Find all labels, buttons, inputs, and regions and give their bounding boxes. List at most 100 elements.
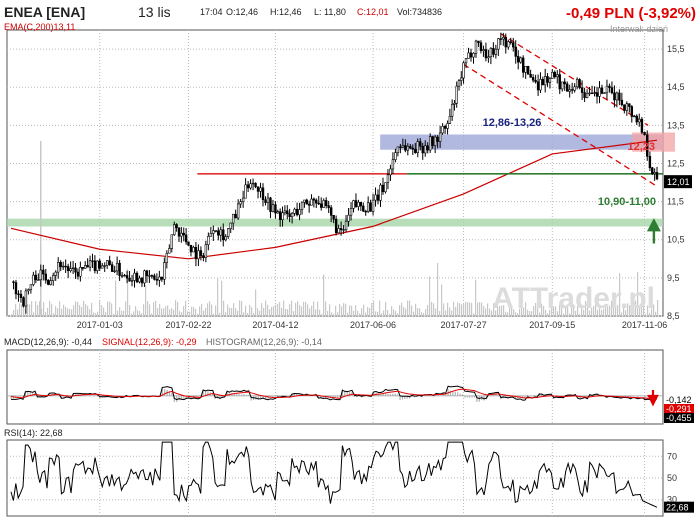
macd-histogram-bar <box>272 395 274 398</box>
macd-histogram-bar <box>493 394 495 396</box>
candle-body <box>605 85 609 94</box>
x-tick-label-0: 2017-01-03 <box>77 320 123 330</box>
volume-bar <box>507 312 509 316</box>
volume-bar <box>449 307 451 316</box>
candle-body <box>170 234 173 249</box>
candle-body <box>103 265 106 267</box>
macd-histogram-bar <box>10 395 12 399</box>
candle-body <box>534 79 537 83</box>
volume-bar <box>461 304 463 316</box>
macd-histogram-bar <box>250 395 252 401</box>
candle-body <box>502 37 505 40</box>
candle-body <box>307 203 311 206</box>
candle-body <box>180 232 183 237</box>
volume-bar <box>483 306 485 316</box>
volume-bar <box>437 262 439 316</box>
candle-body <box>519 57 522 63</box>
volume-bar <box>255 289 257 316</box>
volume-bar <box>87 305 89 316</box>
volume-bar <box>37 304 39 316</box>
candle-body <box>578 79 581 89</box>
volume-bar <box>93 312 95 316</box>
volume-bar <box>101 305 103 316</box>
macd-histogram-bar <box>483 395 485 401</box>
candle-body <box>261 187 265 201</box>
macd-histogram-bar <box>586 395 588 398</box>
candle-body <box>88 260 92 268</box>
macd-histogram-bar <box>514 395 516 399</box>
volume-bar <box>135 306 137 316</box>
macd-histogram-bar <box>75 393 77 396</box>
candle-body <box>575 79 579 88</box>
macd-hist-tag: -0,142 <box>666 395 692 405</box>
volume-bar <box>393 309 395 316</box>
candle-body <box>517 56 520 63</box>
candle-body <box>561 81 564 90</box>
candle-body <box>610 87 614 94</box>
macd-histogram-bar <box>257 395 259 400</box>
volume-bar <box>227 304 229 316</box>
volume-bar <box>45 311 47 316</box>
volume-bar <box>287 309 289 316</box>
volume-bar <box>345 303 347 316</box>
candle-body <box>563 81 566 85</box>
macd-histogram-bar <box>548 394 550 396</box>
candle-body <box>288 213 291 218</box>
volume-bar <box>245 305 247 316</box>
macd-histogram-bar <box>22 395 24 398</box>
volume-bar <box>107 301 109 316</box>
volume-bar <box>119 307 121 316</box>
volume-bar <box>77 301 79 316</box>
candle-body <box>256 186 260 192</box>
candle-body <box>653 172 656 175</box>
volume-bar <box>579 313 581 316</box>
candle-body <box>177 227 181 237</box>
candle-body <box>57 262 60 273</box>
volume-bar <box>531 311 533 316</box>
volume-bar <box>539 312 541 316</box>
candle-body <box>558 74 561 90</box>
candle-body <box>507 41 510 48</box>
candle-body <box>593 92 596 94</box>
candle-body <box>320 203 323 208</box>
watermark: ATTrader.pl <box>492 282 655 315</box>
macd-histogram-bar <box>445 394 447 396</box>
volume-bar <box>643 304 645 316</box>
volume-bar <box>409 300 411 316</box>
candle-body <box>138 277 141 283</box>
macd-value-tag: -0,455 <box>666 413 692 423</box>
volume-bar <box>69 308 71 316</box>
volume-bar <box>403 306 405 316</box>
volume-bar <box>217 278 219 316</box>
macd-histogram-bar <box>488 394 490 396</box>
volume-bar <box>73 305 75 316</box>
volume-bar <box>383 310 385 316</box>
volume-bar <box>349 305 351 316</box>
candle-body <box>620 99 624 106</box>
y-tick-label-0: 15,5 <box>667 44 685 54</box>
volume-bar <box>385 301 387 316</box>
volume-bar <box>527 309 529 316</box>
interval-label: Interwał: dzień <box>610 24 668 34</box>
volume-bar <box>587 305 589 316</box>
candle-body <box>541 79 545 86</box>
volume-bar <box>621 312 623 316</box>
volume-bar <box>641 306 643 316</box>
volume-bar <box>239 300 241 316</box>
volume-bar <box>493 303 495 316</box>
candle-body <box>315 199 318 204</box>
candle-body <box>455 85 458 104</box>
macd-histogram-bar <box>195 395 197 398</box>
candle-body <box>278 211 282 220</box>
candle-body <box>303 199 306 203</box>
macd-histogram-bar <box>596 393 598 396</box>
volume-bar <box>363 304 365 316</box>
y-tick-label-6: 9,5 <box>667 273 680 283</box>
candle-body <box>310 198 313 206</box>
volume-bar <box>633 301 635 316</box>
x-tick-label-2: 2017-04-12 <box>252 320 298 330</box>
candle-body <box>49 280 52 285</box>
candle-body <box>322 200 325 208</box>
volume-bar <box>605 305 607 316</box>
